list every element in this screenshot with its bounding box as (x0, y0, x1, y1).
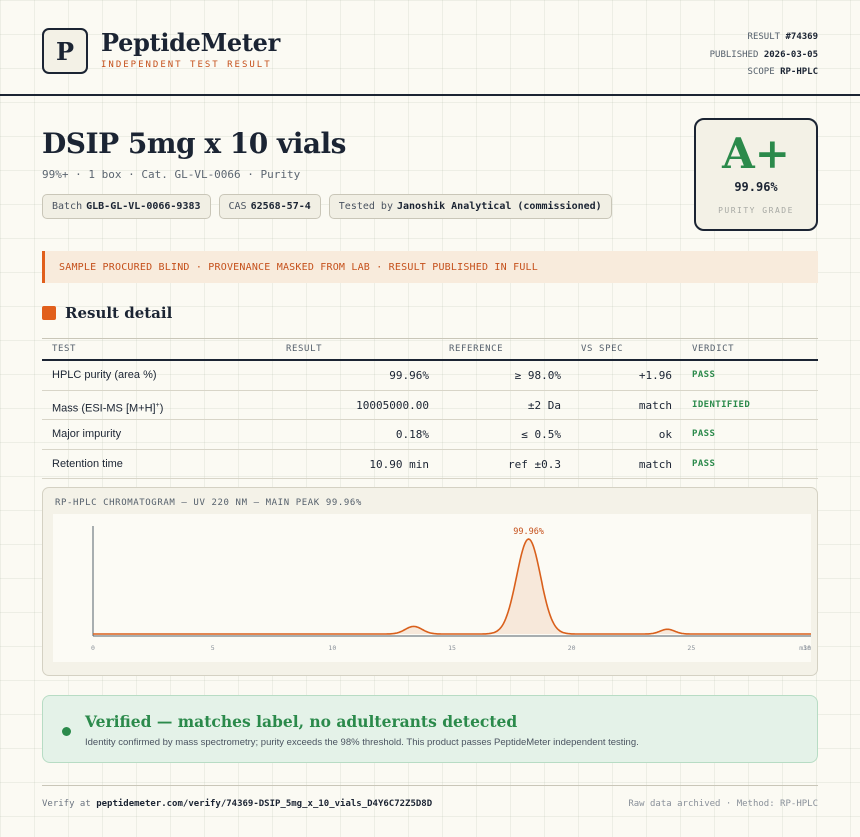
x-tick-label: 15 (448, 644, 456, 652)
chromatogram-panel: RP-HPLC CHROMATOGRAM — UV 220 NM — MAIN … (42, 487, 818, 676)
grade-letter: A+ (722, 129, 790, 178)
meta-result: RESULT #74369 (747, 32, 818, 42)
result-meta: RESULT #74369 PUBLISHED 2026-03-05 SCOPE… (710, 29, 818, 82)
meta-published: PUBLISHED 2026-03-05 (709, 49, 818, 60)
brand-logo[interactable]: P (42, 28, 88, 74)
header-vs-spec: VS SPEC (581, 344, 624, 354)
cell-result: 99.96% (389, 369, 429, 382)
cell-verdict: PASS (692, 429, 716, 439)
grade-label: PURITY GRADE (718, 206, 794, 215)
x-tick-label: 20 (568, 644, 576, 652)
cell-verdict: PASS (692, 370, 716, 380)
x-tick-label: 30 (803, 644, 811, 652)
verified-dot-icon (62, 727, 71, 736)
cell-test: HPLC purity (area %) (52, 369, 157, 381)
x-tick-label: 5 (211, 644, 215, 652)
tested-by-chip: Tested by Janoshik Analytical (commission… (328, 194, 612, 219)
footer-divider (42, 785, 818, 786)
table-row: HPLC purity (area %) 99.96% ≥ 98.0% +1.9… (42, 361, 818, 391)
cell-vs-spec: match (638, 398, 672, 412)
blind-procurement-notice: SAMPLE PROCURED BLIND · PROVENANCE MASKE… (42, 251, 818, 283)
page-header: P PeptideMeter INDEPENDENT TEST RESULT R… (0, 0, 860, 96)
footer-method-note: Raw data archived · Method: RP-HPLC (628, 799, 818, 809)
verified-title: Verified — matches label, no adulterants… (85, 712, 518, 731)
cell-result: 0.18% (395, 428, 429, 441)
cell-vs-spec: match (638, 457, 672, 471)
x-tick-label: 25 (687, 644, 695, 652)
section-title: Result detail (65, 304, 173, 322)
cell-reference: ≥ 98.0% (514, 369, 561, 382)
table-header: TEST RESULT REFERENCE VS SPEC VERDICT (42, 338, 818, 361)
chromatogram-title: RP-HPLC CHROMATOGRAM — UV 220 NM — MAIN … (55, 498, 362, 508)
result-table: TEST RESULT REFERENCE VS SPEC VERDICT HP… (42, 338, 818, 479)
chromatogram-trace (93, 538, 811, 635)
purity-grade-card: A+ 99.96% PURITY GRADE (694, 118, 818, 231)
main-peak-label: 99.96% (513, 527, 544, 537)
verify-link[interactable]: Verify at peptidemeter.com/verify/74369-… (42, 799, 433, 809)
table-row: Retention time 10.90 min ref ±0.3 match … (42, 450, 818, 479)
product-subtitle: 99%+ · 1 box · Cat. GL-VL-0066 · Purity (42, 168, 301, 181)
x-tick-label: 0 (91, 644, 95, 652)
cell-vs-spec: +1.96 (638, 369, 672, 382)
verified-banner: Verified — matches label, no adulterants… (42, 695, 818, 763)
header-reference: REFERENCE (449, 344, 504, 354)
cell-verdict: IDENTIFIED (692, 399, 751, 410)
cas-chip: CAS 62568-57-4 (218, 194, 321, 219)
cell-reference: ≤ 0.5% (521, 428, 561, 441)
x-axis-unit: min (799, 644, 811, 652)
product-chips: Batch GLB-GL-VL-0066-9383 CAS 62568-57-4 T… (42, 194, 612, 219)
table-row: Mass (ESI-MS [M+H]+) 10005000.00 ±2 Da m… (42, 391, 818, 420)
header-test: TEST (52, 344, 77, 354)
meta-scope: SCOPE RP-HPLC (747, 67, 818, 77)
result-detail-heading: Result detail (42, 304, 172, 322)
header-verdict: VERDICT (692, 344, 735, 354)
cell-reference: ±2 Da (527, 398, 561, 412)
cell-reference: ref ±0.3 (508, 457, 561, 471)
cell-vs-spec: ok (658, 428, 672, 441)
batch-chip: Batch GLB-GL-VL-0066-9383 (42, 194, 211, 219)
cell-result: 10.90 min (369, 457, 429, 471)
brand-name[interactable]: PeptideMeter (101, 28, 280, 57)
verified-description: Identity confirmed by mass spectrometry;… (85, 737, 639, 748)
cell-test: Mass (ESI-MS [M+H]+) (52, 401, 164, 415)
table-row: Major impurity 0.18% ≤ 0.5% ok PASS (42, 420, 818, 450)
x-tick-label: 10 (328, 644, 336, 652)
cell-result: 10005000.00 (356, 398, 429, 412)
cell-test: Major impurity (52, 428, 122, 440)
product-title: DSIP 5mg x 10 vials (42, 127, 346, 160)
header-result: RESULT (286, 344, 323, 354)
cell-verdict: PASS (692, 458, 716, 469)
cell-test: Retention time (52, 457, 123, 470)
grade-value: 99.96% (734, 180, 778, 194)
section-marker-icon (42, 306, 56, 320)
brand-tagline: INDEPENDENT TEST RESULT (101, 60, 272, 70)
